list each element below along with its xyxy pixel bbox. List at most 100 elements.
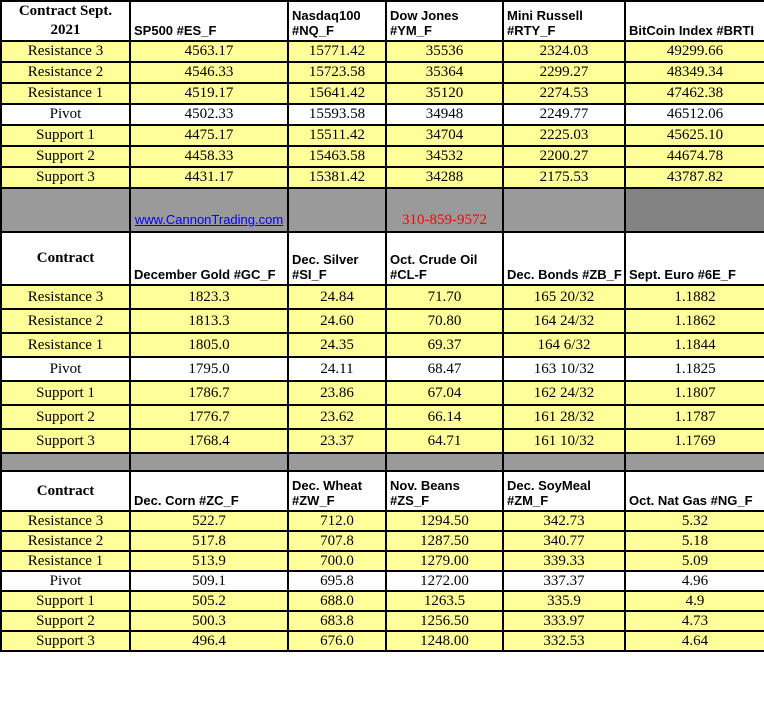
value-cell: 2200.27 — [502, 145, 626, 168]
value-cell: 15641.42 — [287, 82, 387, 105]
value-cell: 23.62 — [287, 404, 387, 430]
value-cell: 695.8 — [287, 570, 387, 592]
banner-cell — [502, 187, 626, 233]
value-cell: 688.0 — [287, 590, 387, 612]
row-label: Support 3 — [0, 428, 131, 454]
value-cell: 23.86 — [287, 380, 387, 406]
value-cell: 1.1825 — [624, 356, 764, 382]
row-label: Resistance 1 — [0, 82, 131, 105]
value-cell: 337.37 — [502, 570, 626, 592]
section3-header-row: Contract Dec. Corn #ZC_F Dec. Wheat #ZW_… — [0, 470, 764, 512]
value-cell: 1263.5 — [385, 590, 504, 612]
value-cell: 64.71 — [385, 428, 504, 454]
banner-cell — [287, 187, 387, 233]
banner-phone-cell: 310-859-9572 — [385, 187, 504, 233]
value-cell: 23.37 — [287, 428, 387, 454]
column-header-russell: Mini Russell #RTY_F — [502, 0, 626, 42]
value-cell: 1.1787 — [624, 404, 764, 430]
value-cell: 1.1844 — [624, 332, 764, 358]
banner-row: www.CannonTrading.com 310-859-9572 — [0, 187, 764, 233]
table-row: Resistance 3 4563.17 15771.42 35536 2324… — [0, 40, 764, 63]
row-label: Pivot — [0, 356, 131, 382]
cannon-trading-link[interactable]: www.CannonTrading.com — [134, 212, 284, 227]
row-label: Resistance 2 — [0, 308, 131, 334]
pivot-levels-table: Contract Sept. 2021 SP500 #ES_F Nasdaq10… — [0, 0, 764, 652]
value-cell: 505.2 — [129, 590, 289, 612]
value-cell: 335.9 — [502, 590, 626, 612]
column-header-corn: Dec. Corn #ZC_F — [129, 470, 289, 512]
column-header-dow: Dow Jones #YM_F — [385, 0, 504, 42]
section1-title-line1: Contract Sept. — [18, 3, 113, 19]
value-cell: 163 10/32 — [502, 356, 626, 382]
value-cell: 1.1769 — [624, 428, 764, 454]
divider-cell — [129, 452, 289, 472]
value-cell: 49299.66 — [624, 40, 764, 63]
row-label: Resistance 3 — [0, 40, 131, 63]
value-cell: 44674.78 — [624, 145, 764, 168]
table-row: Resistance 3 522.7 712.0 1294.50 342.73 … — [0, 510, 764, 532]
row-label: Resistance 3 — [0, 284, 131, 310]
divider-cell — [502, 452, 626, 472]
value-cell: 1.1862 — [624, 308, 764, 334]
value-cell: 46512.06 — [624, 103, 764, 126]
pivot-row: Pivot 1795.0 24.11 68.47 163 10/32 1.182… — [0, 356, 764, 382]
value-cell: 4502.33 — [129, 103, 289, 126]
value-cell: 707.8 — [287, 530, 387, 552]
divider-cell — [385, 452, 504, 472]
value-cell: 4.9 — [624, 590, 764, 612]
row-label: Support 1 — [0, 380, 131, 406]
row-label: Pivot — [0, 570, 131, 592]
table-row: Resistance 1 513.9 700.0 1279.00 339.33 … — [0, 550, 764, 572]
value-cell: 15771.42 — [287, 40, 387, 63]
value-cell: 24.35 — [287, 332, 387, 358]
value-cell: 48349.34 — [624, 61, 764, 84]
row-label: Resistance 2 — [0, 530, 131, 552]
value-cell: 2324.03 — [502, 40, 626, 63]
value-cell: 165 20/32 — [502, 284, 626, 310]
table-row: Support 1 505.2 688.0 1263.5 335.9 4.9 — [0, 590, 764, 612]
column-header-soymeal: Dec. SoyMeal #ZM_F — [502, 470, 626, 512]
table-row: Support 1 4475.17 15511.42 34704 2225.03… — [0, 124, 764, 147]
section3-title: Contract — [0, 470, 131, 512]
value-cell: 1795.0 — [129, 356, 289, 382]
value-cell: 339.33 — [502, 550, 626, 572]
value-cell: 45625.10 — [624, 124, 764, 147]
table-row: Resistance 2 517.8 707.8 1287.50 340.77 … — [0, 530, 764, 552]
value-cell: 15463.58 — [287, 145, 387, 168]
value-cell: 500.3 — [129, 610, 289, 632]
column-header-beans: Nov. Beans #ZS_F — [385, 470, 504, 512]
value-cell: 67.04 — [385, 380, 504, 406]
section1-header-row: Contract Sept. 2021 SP500 #ES_F Nasdaq10… — [0, 0, 764, 42]
row-label: Resistance 3 — [0, 510, 131, 532]
row-label: Support 3 — [0, 166, 131, 189]
column-header-sp500: SP500 #ES_F — [129, 0, 289, 42]
table-row: Support 1 1786.7 23.86 67.04 162 24/32 1… — [0, 380, 764, 406]
column-header-euro: Sept. Euro #6E_F — [624, 231, 764, 286]
row-label: Resistance 1 — [0, 332, 131, 358]
value-cell: 522.7 — [129, 510, 289, 532]
value-cell: 700.0 — [287, 550, 387, 572]
banner-cell — [0, 187, 131, 233]
value-cell: 1294.50 — [385, 510, 504, 532]
value-cell: 15381.42 — [287, 166, 387, 189]
value-cell: 1776.7 — [129, 404, 289, 430]
value-cell: 4563.17 — [129, 40, 289, 63]
banner-link-cell: www.CannonTrading.com — [129, 187, 289, 233]
divider-row — [0, 452, 764, 472]
table-row: Resistance 3 1823.3 24.84 71.70 165 20/3… — [0, 284, 764, 310]
row-label: Support 3 — [0, 630, 131, 652]
value-cell: 4458.33 — [129, 145, 289, 168]
table-row: Support 2 500.3 683.8 1256.50 333.97 4.7… — [0, 610, 764, 632]
value-cell: 513.9 — [129, 550, 289, 572]
value-cell: 332.53 — [502, 630, 626, 652]
row-label: Support 2 — [0, 404, 131, 430]
value-cell: 34532 — [385, 145, 504, 168]
value-cell: 24.84 — [287, 284, 387, 310]
value-cell: 66.14 — [385, 404, 504, 430]
table-row: Resistance 2 4546.33 15723.58 35364 2299… — [0, 61, 764, 84]
table-row: Resistance 2 1813.3 24.60 70.80 164 24/3… — [0, 308, 764, 334]
value-cell: 69.37 — [385, 332, 504, 358]
table-row: Support 2 4458.33 15463.58 34532 2200.27… — [0, 145, 764, 168]
pivot-row: Pivot 509.1 695.8 1272.00 337.37 4.96 — [0, 570, 764, 592]
column-header-nasdaq: Nasdaq100 #NQ_F — [287, 0, 387, 42]
